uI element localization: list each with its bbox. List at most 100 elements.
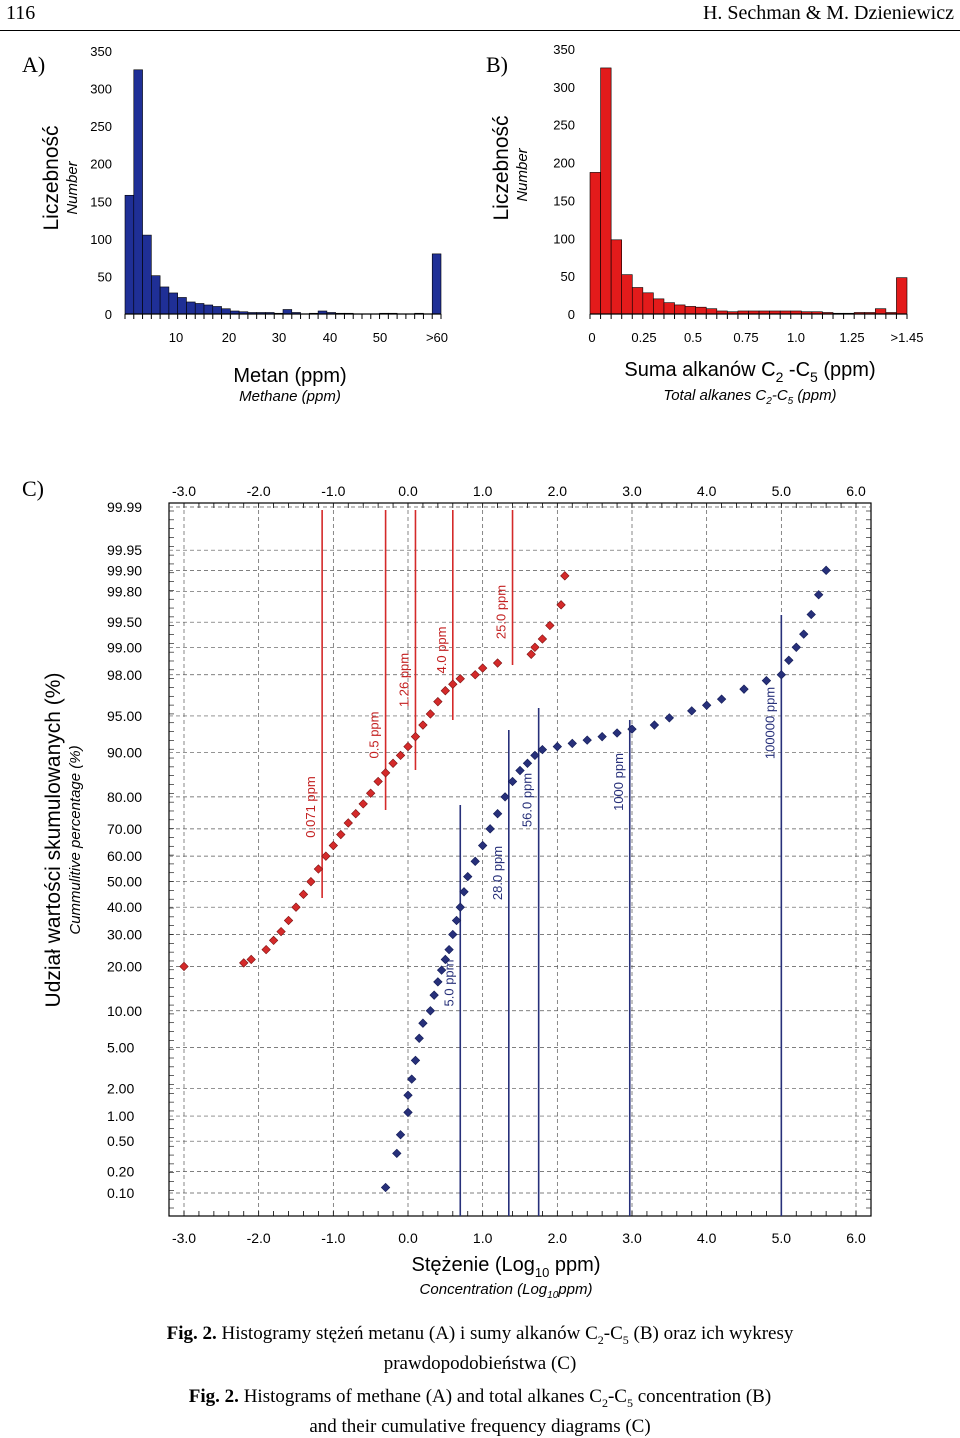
- methane-data-point: [492, 809, 503, 819]
- alkanes-data-point: [433, 697, 443, 707]
- histogram-methane: 0 50 100 150 200 250 300 350 10 20 30 40 50 >60: [90, 44, 448, 345]
- methane-data-point: [380, 1182, 391, 1193]
- alkanes-data-point: [179, 961, 189, 972]
- alkanes-data-point: [388, 758, 398, 768]
- alkanes-data-point: [380, 768, 391, 778]
- histogram-bar: [168, 292, 178, 315]
- y-tick-label: 5.00: [107, 1039, 134, 1055]
- histogram-a-xlabel: Metan (ppm): [233, 365, 346, 387]
- page-authors: H. Sechman & M. Dzieniewicz: [702, 2, 954, 24]
- y-tick-label: 0.20: [107, 1164, 134, 1180]
- x-tick-label-top: 0.0: [398, 483, 418, 499]
- x-tick-label: >60: [426, 330, 448, 345]
- page-header: 116 H. Sechman & M. Dzieniewicz: [0, 0, 960, 31]
- histogram-bar: [631, 287, 644, 315]
- x-tick-label-bottom: -3.0: [172, 1230, 196, 1246]
- methane-data-point: [448, 929, 458, 940]
- methane-data-point: [791, 642, 801, 652]
- y-tick-label: 20.00: [107, 958, 142, 974]
- histogram-bar: [212, 306, 222, 315]
- red-threshold-label: 0.5 ppm: [367, 712, 382, 759]
- red-threshold-label: 1.26 ppm: [396, 653, 411, 707]
- methane-data-point: [567, 738, 577, 749]
- histogram-b-ylabel: Liczebność: [490, 115, 513, 220]
- alkanes-data-point: [403, 741, 413, 752]
- y-tick-label: 1.00: [107, 1108, 134, 1124]
- methane-data-point: [664, 713, 675, 723]
- probability-xlabel-en: Concentration (Log10ppm): [420, 1281, 593, 1301]
- y-tick-label: 98.00: [107, 667, 142, 683]
- methane-data-point: [470, 856, 480, 867]
- methane-data-point: [799, 629, 809, 639]
- alkanes-data-point: [545, 620, 555, 631]
- methane-data-point: [436, 965, 447, 975]
- y-tick-label: 99.95: [107, 542, 142, 558]
- methane-data-point: [444, 944, 454, 955]
- methane-data-point: [440, 954, 451, 965]
- y-tick-label: 200: [90, 157, 112, 172]
- histogram-bar: [663, 302, 675, 315]
- alkanes-data-point: [321, 851, 331, 861]
- x-tick-label-top: -3.0: [172, 483, 196, 499]
- histogram-bar: [142, 234, 152, 315]
- methane-data-point: [395, 1130, 406, 1140]
- histogram-bar: [589, 172, 601, 315]
- y-tick-label: 250: [90, 119, 112, 134]
- x-tick-label-bottom: 1.0: [473, 1230, 493, 1246]
- y-tick-label: 99.00: [107, 639, 142, 655]
- histogram-bar: [177, 297, 187, 315]
- y-tick-label: 300: [90, 82, 112, 97]
- y-tick-label: 99.80: [107, 584, 142, 600]
- y-tick-label: 99.50: [107, 614, 142, 630]
- alkanes-data-point: [537, 634, 548, 644]
- histogram-bar: [203, 304, 214, 315]
- x-tick-label: 1.0: [787, 330, 805, 345]
- histogram-bar: [610, 239, 623, 315]
- methane-data-point: [463, 871, 473, 882]
- red-threshold-label: 25.0 ppm: [494, 585, 509, 639]
- alkanes-data-point: [239, 958, 249, 968]
- alkanes-data-point: [351, 809, 361, 819]
- blue-threshold-label: 5.0 ppm: [441, 960, 456, 1007]
- histogram-bar: [653, 298, 665, 315]
- caption-en-fig: Fig. 2.: [188, 1385, 239, 1407]
- x-tick-label-bottom: -2.0: [247, 1230, 271, 1246]
- alkanes-data-point: [440, 686, 451, 696]
- caption-pl-text3: (B) oraz ich wykresy: [628, 1323, 794, 1344]
- alkanes-data-point: [492, 658, 503, 668]
- histogram-b-ylabel-en: Number: [514, 147, 531, 201]
- blue-threshold-label: 100000 ppm: [762, 687, 777, 759]
- x-tick-label: 40: [323, 330, 337, 345]
- histogram-bar: [896, 277, 908, 315]
- y-tick-label: 0.10: [107, 1185, 134, 1201]
- x-tick-label-bottom: 4.0: [697, 1230, 717, 1246]
- caption-en-text2: -C: [607, 1385, 627, 1407]
- methane-data-point: [530, 750, 540, 761]
- caption-polish: Fig. 2. Histogramy stężeń metanu (A) i s…: [0, 1322, 960, 1375]
- x-tick-label: 0.25: [631, 330, 656, 345]
- x-tick-label: 0: [588, 330, 595, 345]
- x-tick-label-bottom: 0.0: [398, 1230, 418, 1246]
- alkanes-data-point: [283, 915, 294, 926]
- x-tick-label: 30: [272, 330, 286, 345]
- methane-data-point: [701, 700, 712, 710]
- y-tick-label: 90.00: [107, 745, 142, 761]
- y-tick-label: 350: [553, 42, 575, 57]
- alkanes-data-point: [246, 954, 256, 965]
- methane-data-point: [500, 792, 510, 802]
- histogram-a-ylabel-en: Number: [64, 160, 81, 214]
- x-tick-label: >1.45: [891, 330, 924, 345]
- methane-data-point: [522, 758, 533, 768]
- caption-en-text1: Histograms of methane (A) and total alka…: [238, 1385, 602, 1407]
- figure-2: A) 0 50 100 150 200 250 300 350 10 20 30 40 50 >60 Li…: [22, 42, 924, 1301]
- methane-data-point: [429, 990, 439, 1000]
- y-tick-label: 200: [553, 156, 575, 171]
- probability-ylabel-en: Cummulitive percentage (%): [67, 745, 84, 934]
- x-tick-label: 20: [222, 330, 236, 345]
- caption-pl-text1: Histogramy stężeń metanu (A) i sumy alka…: [216, 1323, 598, 1344]
- alkanes-data-point: [306, 877, 316, 887]
- methane-data-point: [821, 565, 831, 576]
- probability-ylabel: Udział wartości skumulowanych (%): [42, 673, 65, 1008]
- histogram-b-xlabel-en: Total alkanes C2-C5 (ppm): [663, 387, 836, 407]
- blue-threshold-label: 56.0 ppm: [520, 773, 535, 827]
